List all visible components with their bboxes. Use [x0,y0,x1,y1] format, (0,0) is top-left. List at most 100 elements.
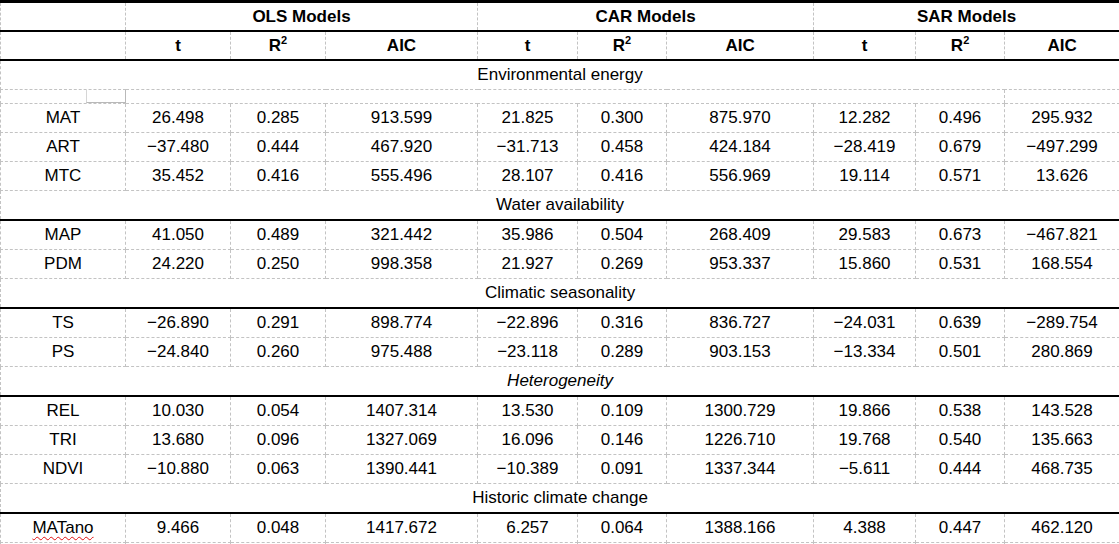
table-cell: −13.334 [814,338,916,367]
table-cell: 1327.069 [326,426,478,455]
table-cell: 903.153 [667,338,814,367]
variable-label: TRI [1,426,126,455]
table-cell: 321.442 [326,220,478,250]
table-cell: 0.054 [231,396,326,426]
metric-header-row: t R2 AIC t R2 AIC t R2 AIC [1,31,1119,60]
variable-label: REL [1,396,126,426]
table-cell: 0.416 [578,162,667,191]
table-cell: −31.713 [478,133,578,162]
table-cell: 13.680 [126,426,231,455]
table-cell: 143.528 [1005,396,1119,426]
table-cell: 0.571 [916,162,1005,191]
table-cell: 4.388 [814,513,916,543]
table-cell: 836.727 [667,308,814,338]
table-cell: 953.337 [667,250,814,279]
variable-label: MATano [1,513,126,543]
table-cell: 1407.314 [326,396,478,426]
table-row: TRI13.6800.0961327.06916.0960.1461226.71… [1,426,1119,455]
table-cell: 19.866 [814,396,916,426]
variable-label: PS [1,338,126,367]
section-title: Heterogeneity [1,367,1119,397]
table-row: MAT26.4980.285913.59921.8250.300875.9701… [1,104,1119,133]
table-row: MATano9.4660.0481417.6726.2570.0641388.1… [1,513,1119,543]
table-cell: 35.452 [126,162,231,191]
table-cell: −24.840 [126,338,231,367]
spacer-row [1,90,1119,104]
table-cell: 41.050 [126,220,231,250]
table-cell: −5.611 [814,455,916,484]
table-cell: −22.896 [478,308,578,338]
table-cell: 0.091 [578,455,667,484]
table-cell: 0.300 [578,104,667,133]
table-cell: 0.146 [578,426,667,455]
table-cell: 0.064 [578,513,667,543]
group-header-ols: OLS Models [126,2,478,32]
table-cell: 0.444 [916,455,1005,484]
col-header-ols-r2: R2 [231,31,326,60]
variable-label: NDVI [1,455,126,484]
table-cell: 462.120 [1005,513,1119,543]
spacer-cell [1,90,126,104]
table-cell: 0.501 [916,338,1005,367]
table-cell: −10.880 [126,455,231,484]
table-cell: 975.488 [326,338,478,367]
table-cell: 0.316 [578,308,667,338]
table-cell: 19.114 [814,162,916,191]
corner-cell [1,2,126,32]
table-cell: −497.299 [1005,133,1119,162]
table-cell: 1300.729 [667,396,814,426]
table-cell: 0.285 [231,104,326,133]
spacer-cell [1005,90,1119,104]
variable-label: MAT [1,104,126,133]
gridline-artifact [86,90,126,103]
section-title-row: Historic climate change [1,484,1119,514]
table-cell: 9.466 [126,513,231,543]
table-cell: 0.496 [916,104,1005,133]
table-cell: 0.679 [916,133,1005,162]
table-cell: 0.447 [916,513,1005,543]
empty-label-header-cell [1,31,126,60]
table-cell: 0.063 [231,455,326,484]
table-row: MAP41.0500.489321.44235.9860.504268.4092… [1,220,1119,250]
table-cell: 15.860 [814,250,916,279]
table-cell: 0.504 [578,220,667,250]
table-cell: 424.184 [667,133,814,162]
table-cell: 28.107 [478,162,578,191]
table-cell: 1226.710 [667,426,814,455]
table-cell: 998.358 [326,250,478,279]
group-header-car: CAR Models [478,2,814,32]
table-cell: 0.458 [578,133,667,162]
table-cell: −23.118 [478,338,578,367]
table-cell: 0.538 [916,396,1005,426]
table-cell: 468.735 [1005,455,1119,484]
col-header-ols-t: t [126,31,231,60]
table-cell: 16.096 [478,426,578,455]
table-cell: 875.970 [667,104,814,133]
section-title: Climatic seasonality [1,279,1119,309]
table-cell: 295.932 [1005,104,1119,133]
table-cell: 0.096 [231,426,326,455]
table-cell: −289.754 [1005,308,1119,338]
col-header-sar-t: t [814,31,916,60]
table-row: TS−26.8900.291898.774−22.8960.316836.727… [1,308,1119,338]
table-cell: 21.825 [478,104,578,133]
paper-table-page: OLS Models CAR Models SAR Models t R2 AI… [0,0,1119,544]
table-cell: 24.220 [126,250,231,279]
table-cell: 168.554 [1005,250,1119,279]
model-results-table: OLS Models CAR Models SAR Models t R2 AI… [0,0,1119,544]
table-row: PS−24.8400.260975.488−23.1180.289903.153… [1,338,1119,367]
table-cell: 0.291 [231,308,326,338]
table-row: REL10.0300.0541407.31413.5300.1091300.72… [1,396,1119,426]
table-row: PDM24.2200.250998.35821.9270.269953.3371… [1,250,1119,279]
table-cell: 21.927 [478,250,578,279]
table-cell: 280.869 [1005,338,1119,367]
table-cell: 555.496 [326,162,478,191]
col-header-car-aic: AIC [667,31,814,60]
table-cell: 0.540 [916,426,1005,455]
table-row: MTC35.4520.416555.49628.1070.416556.9691… [1,162,1119,191]
variable-label: PDM [1,250,126,279]
table-cell: 0.416 [231,162,326,191]
table-cell: 10.030 [126,396,231,426]
table-cell: −10.389 [478,455,578,484]
section-title: Water availability [1,191,1119,221]
